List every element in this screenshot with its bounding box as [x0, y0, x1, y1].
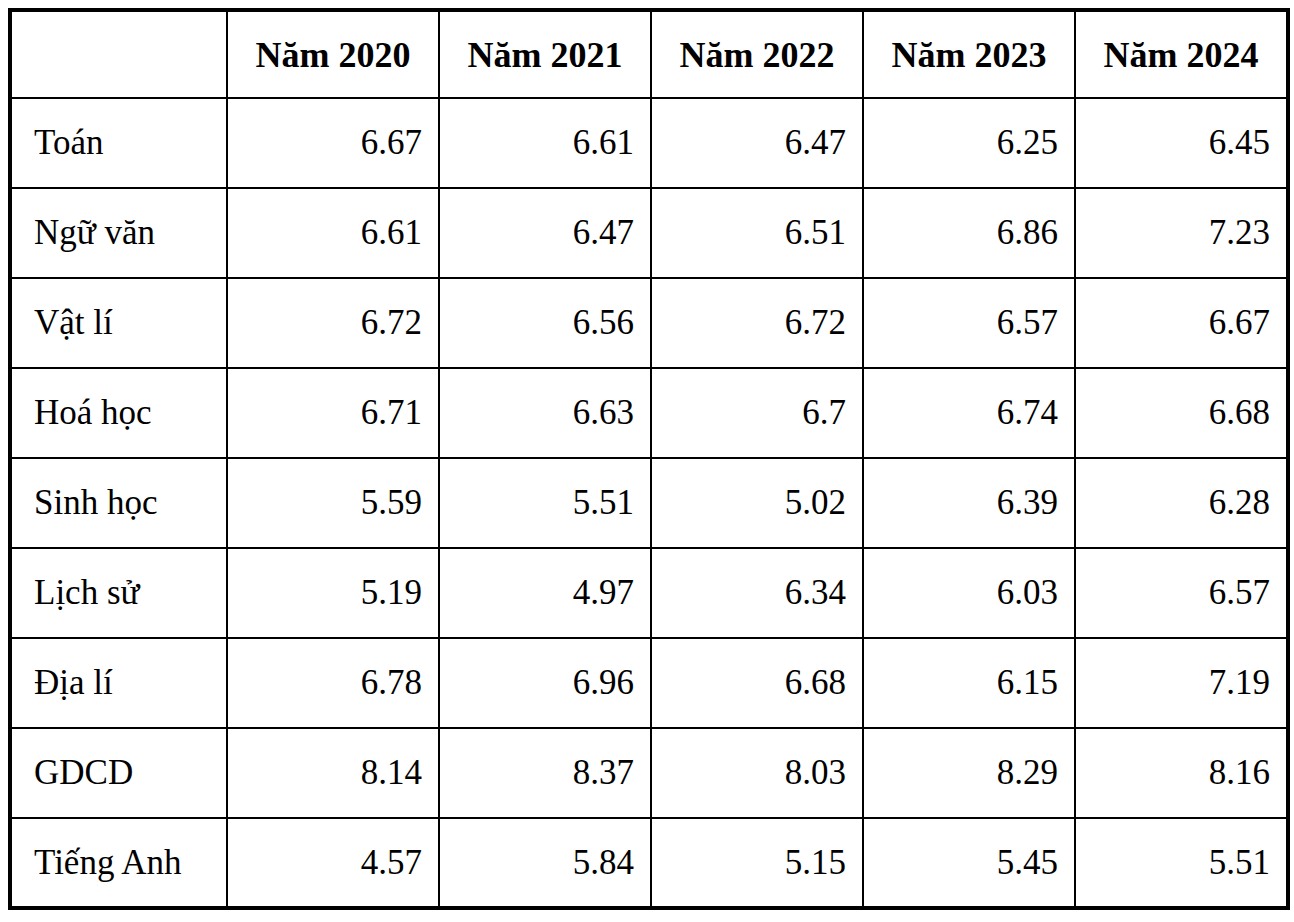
- score-cell: 8.37: [439, 728, 651, 818]
- score-cell: 6.96: [439, 638, 651, 728]
- subject-row-header: Lịch sử: [10, 548, 227, 638]
- score-cell: 6.68: [1075, 368, 1288, 458]
- score-cell: 6.86: [863, 188, 1075, 278]
- table-row: Hoá học 6.71 6.63 6.7 6.74 6.68: [10, 368, 1288, 458]
- subject-row-header: Hoá học: [10, 368, 227, 458]
- score-cell: 6.7: [651, 368, 863, 458]
- score-cell: 4.57: [227, 818, 439, 908]
- score-cell: 6.57: [1075, 548, 1288, 638]
- score-cell: 6.47: [439, 188, 651, 278]
- year-column-header: Năm 2024: [1075, 10, 1288, 98]
- score-cell: 8.29: [863, 728, 1075, 818]
- score-cell: 6.67: [1075, 278, 1288, 368]
- score-cell: 6.34: [651, 548, 863, 638]
- table-row: Vật lí 6.72 6.56 6.72 6.57 6.67: [10, 278, 1288, 368]
- score-cell: 6.74: [863, 368, 1075, 458]
- score-cell: 7.23: [1075, 188, 1288, 278]
- score-cell: 8.14: [227, 728, 439, 818]
- table-row: Lịch sử 5.19 4.97 6.34 6.03 6.57: [10, 548, 1288, 638]
- score-cell: 6.78: [227, 638, 439, 728]
- score-cell: 6.61: [439, 98, 651, 188]
- year-column-header: Năm 2022: [651, 10, 863, 98]
- score-cell: 6.03: [863, 548, 1075, 638]
- score-cell: 5.51: [439, 458, 651, 548]
- year-column-header: Năm 2020: [227, 10, 439, 98]
- subject-row-header: Tiếng Anh: [10, 818, 227, 908]
- table-row: Tiếng Anh 4.57 5.84 5.15 5.45 5.51: [10, 818, 1288, 908]
- score-cell: 6.63: [439, 368, 651, 458]
- score-cell: 6.45: [1075, 98, 1288, 188]
- score-cell: 5.84: [439, 818, 651, 908]
- score-cell: 6.68: [651, 638, 863, 728]
- score-cell: 5.51: [1075, 818, 1288, 908]
- score-cell: 8.03: [651, 728, 863, 818]
- score-cell: 6.72: [227, 278, 439, 368]
- score-cell: 6.47: [651, 98, 863, 188]
- score-cell: 6.51: [651, 188, 863, 278]
- subject-row-header: Sinh học: [10, 458, 227, 548]
- table-row: Sinh học 5.59 5.51 5.02 6.39 6.28: [10, 458, 1288, 548]
- score-cell: 5.15: [651, 818, 863, 908]
- score-cell: 7.19: [1075, 638, 1288, 728]
- score-cell: 6.15: [863, 638, 1075, 728]
- score-cell: 5.19: [227, 548, 439, 638]
- score-cell: 5.02: [651, 458, 863, 548]
- subject-row-header: Ngữ văn: [10, 188, 227, 278]
- score-cell: 4.97: [439, 548, 651, 638]
- table-row: Ngữ văn 6.61 6.47 6.51 6.86 7.23: [10, 188, 1288, 278]
- score-cell: 6.39: [863, 458, 1075, 548]
- score-cell: 5.45: [863, 818, 1075, 908]
- subject-row-header: Vật lí: [10, 278, 227, 368]
- table-header-row: Năm 2020 Năm 2021 Năm 2022 Năm 2023 Năm …: [10, 10, 1288, 98]
- score-cell: 8.16: [1075, 728, 1288, 818]
- table-row: GDCD 8.14 8.37 8.03 8.29 8.16: [10, 728, 1288, 818]
- score-cell: 6.56: [439, 278, 651, 368]
- year-column-header: Năm 2023: [863, 10, 1075, 98]
- score-cell: 6.71: [227, 368, 439, 458]
- subject-scores-table: Năm 2020 Năm 2021 Năm 2022 Năm 2023 Năm …: [8, 8, 1290, 910]
- score-cell: 6.61: [227, 188, 439, 278]
- table-row: Toán 6.67 6.61 6.47 6.25 6.45: [10, 98, 1288, 188]
- score-cell: 6.57: [863, 278, 1075, 368]
- score-cell: 6.72: [651, 278, 863, 368]
- score-cell: 5.59: [227, 458, 439, 548]
- score-cell: 6.28: [1075, 458, 1288, 548]
- score-cell: 6.67: [227, 98, 439, 188]
- year-column-header: Năm 2021: [439, 10, 651, 98]
- corner-cell: [10, 10, 227, 98]
- table-row: Địa lí 6.78 6.96 6.68 6.15 7.19: [10, 638, 1288, 728]
- subject-row-header: Toán: [10, 98, 227, 188]
- subject-row-header: GDCD: [10, 728, 227, 818]
- score-cell: 6.25: [863, 98, 1075, 188]
- subject-row-header: Địa lí: [10, 638, 227, 728]
